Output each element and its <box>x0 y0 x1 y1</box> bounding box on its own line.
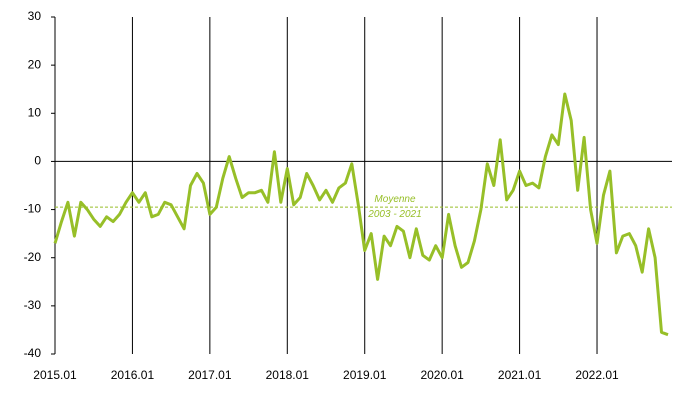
y-tick-label: -30 <box>24 298 42 312</box>
line-series <box>53 92 669 337</box>
x-tick-label: 2021.01 <box>498 368 542 382</box>
x-tick-label: 2018.01 <box>266 368 310 382</box>
y-tick-label: -40 <box>24 346 42 360</box>
y-tick-label: -20 <box>24 250 42 264</box>
average-label: Moyenne <box>374 194 416 205</box>
y-tick-label: 30 <box>28 9 42 23</box>
x-tick-label: 2015.01 <box>33 368 77 382</box>
x-tick-label: 2016.01 <box>111 368 155 382</box>
average-label: 2003 - 2021 <box>367 209 421 220</box>
y-tick-label: -10 <box>24 202 42 216</box>
y-tick-label: 10 <box>28 105 42 119</box>
x-tick-label: 2020.01 <box>420 368 464 382</box>
x-tick-label: 2019.01 <box>343 368 387 382</box>
y-tick-label: 20 <box>28 57 42 71</box>
x-tick-label: 2017.01 <box>188 368 232 382</box>
x-tick-label: 2022.01 <box>575 368 619 382</box>
y-tick-label: 0 <box>34 154 41 168</box>
